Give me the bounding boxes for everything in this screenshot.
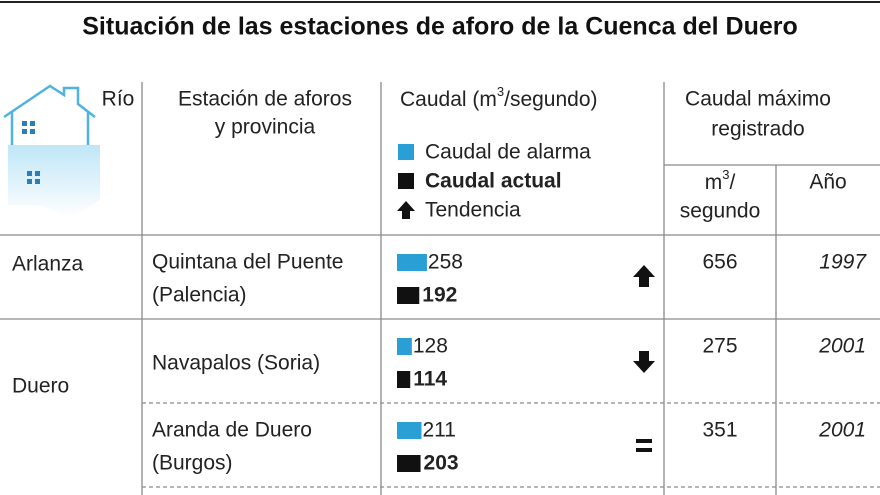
- max-value: 656: [702, 251, 737, 274]
- alarm-value: 258: [428, 251, 463, 274]
- station-name: (Burgos): [152, 452, 233, 475]
- max-value: 351: [702, 419, 737, 442]
- legend-swatch: [398, 173, 414, 189]
- alarm-bar: [397, 254, 427, 271]
- header-station: Estación de aforos: [178, 88, 352, 111]
- current-bar: [397, 371, 411, 388]
- max-year: 1997: [819, 251, 867, 274]
- current-value: 192: [422, 284, 457, 307]
- header-station: y provincia: [215, 116, 316, 139]
- trend-icon: [633, 265, 655, 287]
- header-year: Año: [809, 171, 846, 194]
- header-unit: segundo: [680, 200, 761, 223]
- legend-label: Caudal de alarma: [425, 141, 591, 164]
- legend-label: Caudal actual: [425, 170, 562, 193]
- title: Situación de las estaciones de aforo de …: [82, 13, 798, 41]
- max-year: 2001: [818, 419, 866, 442]
- current-bar: [397, 287, 420, 304]
- header-unit: m3/: [705, 167, 736, 193]
- station-name: (Palencia): [152, 284, 247, 307]
- legend-label: Tendencia: [425, 199, 521, 222]
- river-name: Arlanza: [12, 253, 84, 276]
- header-river: Río: [102, 88, 135, 111]
- station-name: Navapalos (Soria): [152, 352, 320, 375]
- station-name: Quintana del Puente: [152, 251, 343, 274]
- legend-arrow: [397, 201, 415, 219]
- house-icon: [3, 84, 100, 218]
- legend-swatch: [398, 144, 414, 160]
- alarm-bar: [397, 338, 412, 355]
- alarm-bar: [397, 422, 422, 439]
- current-bar: [397, 455, 421, 472]
- trend-icon: [636, 439, 652, 443]
- trend-icon: [633, 351, 655, 373]
- header-max: Caudal máximo: [685, 88, 831, 111]
- river-name: Duero: [12, 375, 69, 398]
- trend-icon: [636, 448, 652, 452]
- max-year: 2001: [818, 335, 866, 358]
- header-flow: Caudal (m3/segundo): [400, 84, 598, 110]
- current-value: 203: [424, 452, 459, 475]
- max-value: 275: [702, 335, 737, 358]
- alarm-value: 128: [413, 335, 448, 358]
- current-value: 114: [413, 368, 447, 391]
- station-name: Aranda de Duero: [152, 419, 312, 442]
- header-max: registrado: [711, 118, 804, 141]
- alarm-value: 211: [422, 419, 455, 442]
